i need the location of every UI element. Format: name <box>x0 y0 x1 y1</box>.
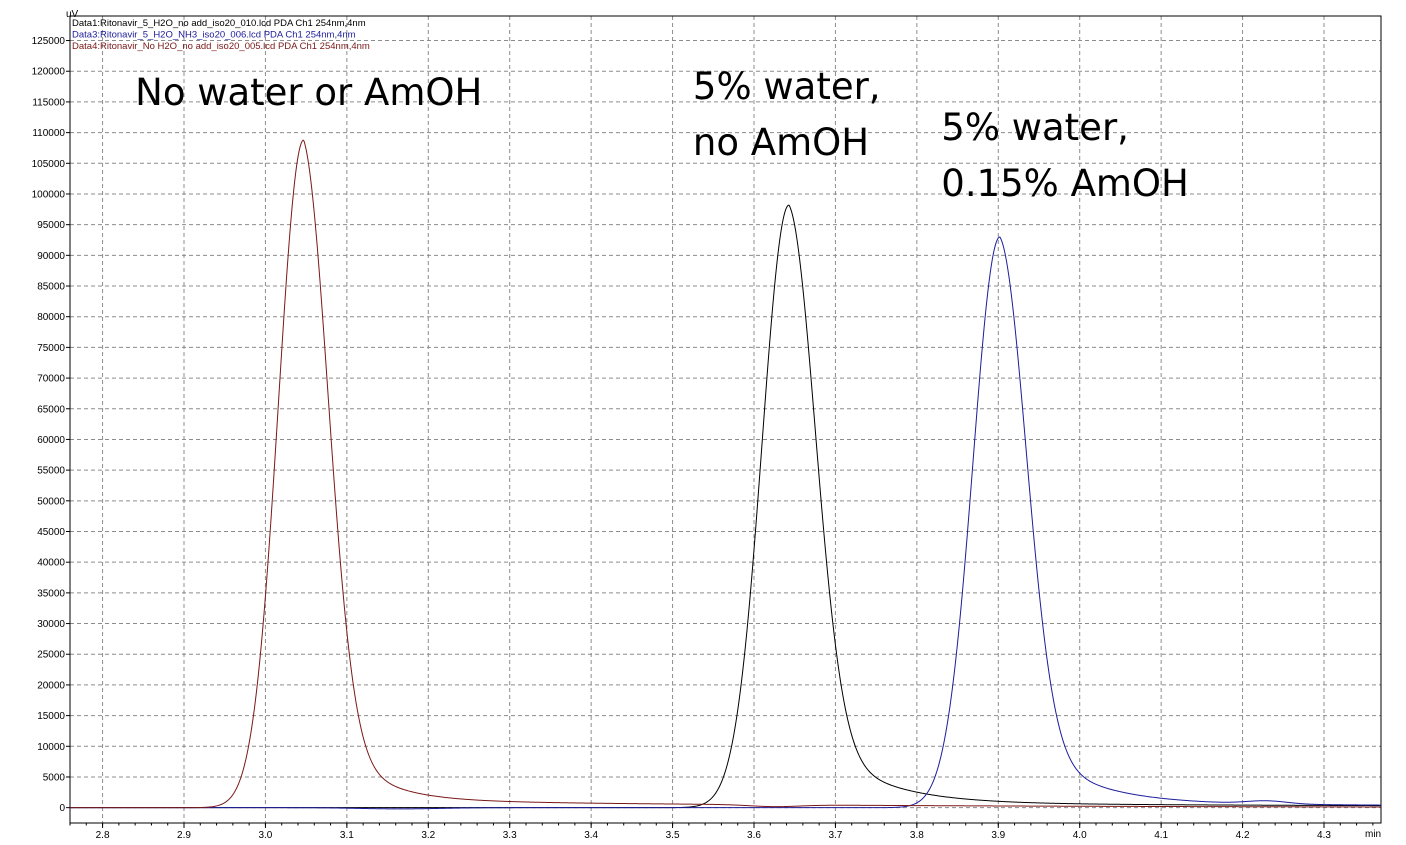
series-line-1 <box>70 204 1381 809</box>
x-tick-label: 3.0 <box>258 830 272 840</box>
series-line-2 <box>70 236 1382 810</box>
plot-frame <box>69 15 1382 824</box>
y-tick-label: 20000 <box>37 680 65 691</box>
peak-annotation: No water or AmOH <box>135 71 482 114</box>
y-tick-label: 105000 <box>32 159 66 170</box>
x-tick-label: 3.7 <box>828 830 842 840</box>
y-axis-unit: uV <box>66 9 79 20</box>
y-tick-label: 80000 <box>37 312 65 323</box>
x-tick-label: 3.8 <box>910 830 924 840</box>
y-tick-label: 30000 <box>37 619 65 630</box>
y-tick-label: 75000 <box>37 343 65 354</box>
y-tick-label: 25000 <box>37 650 65 661</box>
y-tick-label: 85000 <box>37 282 65 293</box>
y-tick-label: 70000 <box>37 374 65 385</box>
y-tick-label: 115000 <box>32 97 65 108</box>
grid-layer <box>70 16 1381 823</box>
legend-layer: Data1:Ritonavir_5_H2O_no add_iso20_010.l… <box>72 18 370 52</box>
series-line-3 <box>70 139 1381 809</box>
y-tick-label: 0 <box>59 803 65 814</box>
x-tick-label: 2.8 <box>96 830 110 840</box>
peak-annotation: no AmOH <box>693 121 869 164</box>
y-tick-label: 95000 <box>37 220 65 231</box>
x-tick-label: 3.2 <box>421 830 435 840</box>
peak-annotation: 5% water, <box>693 65 881 108</box>
y-tick-label: 5000 <box>43 772 66 783</box>
x-tick-label: 3.1 <box>340 830 354 840</box>
x-tick-label: 3.6 <box>747 830 761 840</box>
peak-annotation: 5% water, <box>941 106 1129 149</box>
legend-entry: Data1:Ritonavir_5_H2O_no add_iso20_010.l… <box>72 18 366 29</box>
x-tick-label: 3.9 <box>991 830 1005 840</box>
y-tick-label: 55000 <box>37 466 65 477</box>
y-tick-label: 10000 <box>37 742 65 753</box>
peak-annotation: 0.15% AmOH <box>941 162 1189 205</box>
axis-layer: 0 5000 10000 15000 20000 25000 30000 35000 40000… <box>32 15 1382 841</box>
legend-entry: Data3:Ritonavir_5_H2O_NH3_iso20_006.lcd … <box>72 30 356 41</box>
y-tick-label: 110000 <box>32 128 65 139</box>
x-tick-label: 3.4 <box>584 830 598 840</box>
y-tick-label: 45000 <box>37 527 65 538</box>
x-tick-label: 4.0 <box>1073 830 1087 840</box>
y-tick-label: 100000 <box>32 189 66 200</box>
x-tick-label: 4.3 <box>1317 830 1331 840</box>
x-tick-label: 4.1 <box>1154 830 1168 840</box>
x-tick-label: 3.3 <box>503 830 517 840</box>
y-tick-label: 120000 <box>32 67 66 78</box>
annotation-layer: No water or AmOH 5% water, no AmOH 5% water… <box>135 65 1189 205</box>
legend-entry: Data4:Ritonavir_No H2O_no add_iso20_005.… <box>72 41 370 52</box>
y-tick-label: 125000 <box>32 36 66 47</box>
y-tick-label: 65000 <box>37 404 65 415</box>
y-tick-label: 15000 <box>37 711 65 722</box>
x-tick-label: 3.5 <box>666 830 680 840</box>
y-tick-label: 35000 <box>37 588 65 599</box>
y-tick-label: 40000 <box>37 558 65 569</box>
y-tick-label: 90000 <box>37 251 65 262</box>
y-tick-label: 50000 <box>37 496 65 507</box>
x-tick-label: 2.9 <box>177 830 191 840</box>
x-tick-label: 4.2 <box>1236 830 1250 840</box>
y-tick-label: 60000 <box>37 435 65 446</box>
x-axis-unit: min <box>1365 829 1381 840</box>
series-layer <box>70 139 1382 810</box>
